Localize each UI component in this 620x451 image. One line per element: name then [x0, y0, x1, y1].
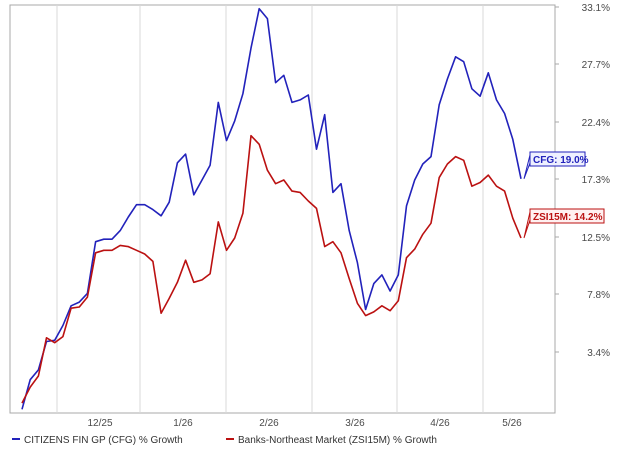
x-tick-label: 12/25 — [87, 418, 112, 429]
end-label-box — [529, 151, 586, 167]
x-axis-ticks: 12/25 1/26 2/26 3/26 4/26 5/26 — [87, 418, 522, 429]
x-tick-label: 5/26 — [502, 418, 522, 429]
gridlines — [56, 5, 484, 413]
y-tick-label: 22.4% — [582, 118, 610, 129]
series-line-zsi15m — [21, 134, 522, 404]
end-label-text: ZSI15M: 14.2% — [533, 212, 603, 223]
x-tick-label: 3/26 — [345, 418, 365, 429]
y-tick-label: 7.8% — [587, 290, 610, 301]
y-tick-label: 27.7% — [582, 60, 610, 71]
legend-label: CITIZENS FIN GP (CFG) % Growth — [24, 435, 183, 446]
series-lines — [21, 7, 522, 410]
end-label-text: CFG: 19.0% — [533, 155, 589, 166]
y-tick-label: 17.3% — [582, 175, 610, 186]
series-line-cfg — [21, 7, 522, 410]
plot-area — [9, 4, 556, 414]
legend-label: Banks-Northeast Market (ZSI15M) % Growth — [238, 435, 437, 446]
y-axis-ticks: 33.1% 27.7% 22.4% 17.3% 12.5% 7.8% 3.4% — [555, 3, 610, 359]
x-tick-label: 4/26 — [430, 418, 450, 429]
y-tick-label: 33.1% — [582, 3, 610, 14]
end-label-box — [529, 208, 605, 224]
end-labels: CFG: 19.0% ZSI15M: 14.2% — [523, 151, 605, 239]
x-tick-label: 1/26 — [173, 418, 193, 429]
end-label-cfg: CFG: 19.0% — [523, 151, 589, 179]
y-tick-label: 3.4% — [587, 348, 610, 359]
legend: CITIZENS FIN GP (CFG) % Growth Banks-Nort… — [12, 435, 437, 446]
y-tick-label: 12.5% — [582, 233, 610, 244]
x-tick-label: 2/26 — [259, 418, 279, 429]
end-label-zsi15m: ZSI15M: 14.2% — [523, 208, 605, 239]
